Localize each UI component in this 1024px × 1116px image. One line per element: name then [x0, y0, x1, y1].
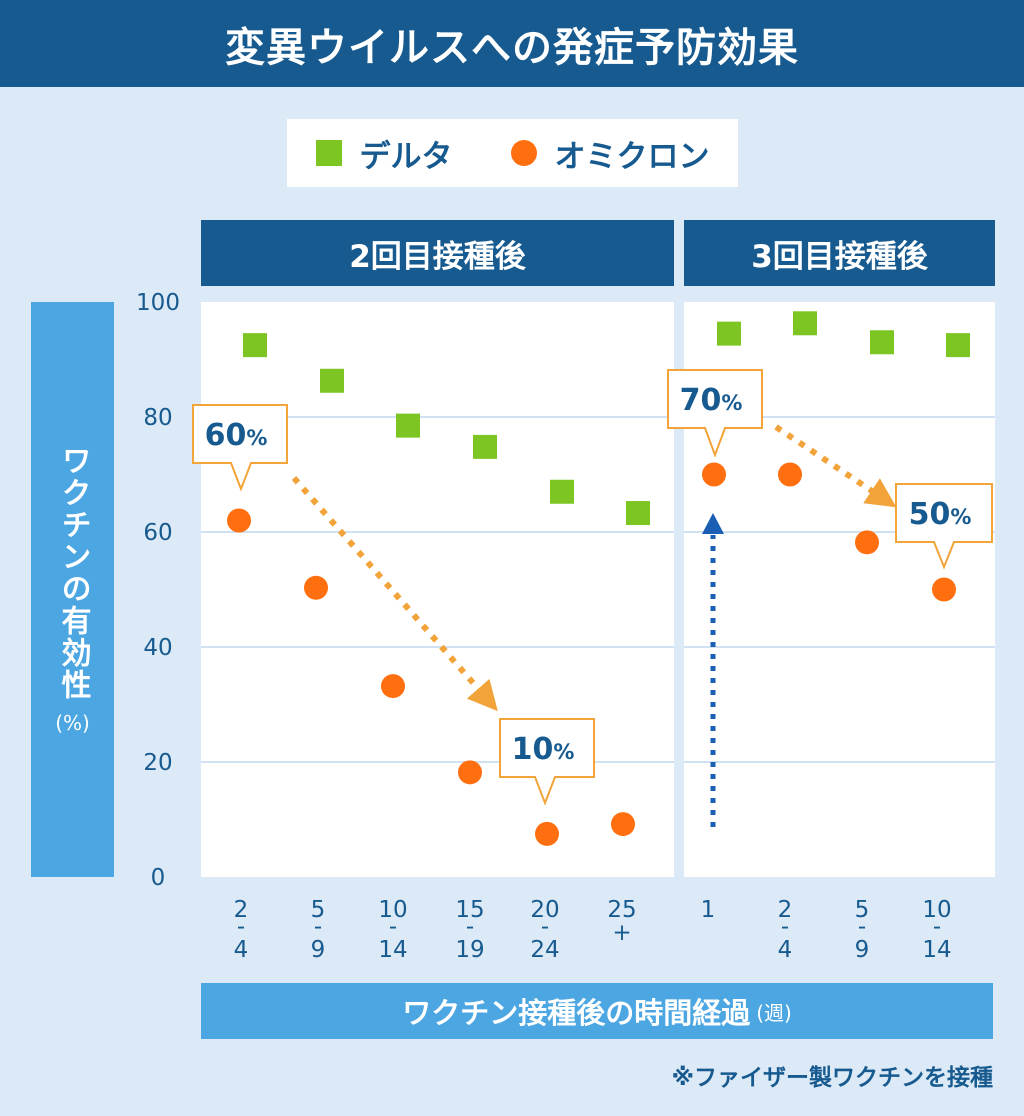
x-tick-label: 4	[778, 937, 793, 963]
delta-point	[473, 434, 497, 459]
x-tick-label: 10	[378, 897, 407, 923]
x-tick-label: 4	[234, 937, 249, 963]
x-tick-label: -	[858, 914, 866, 940]
delta-point	[243, 333, 267, 358]
delta-point	[946, 333, 970, 358]
delta-point	[626, 501, 650, 526]
delta-point	[550, 479, 574, 504]
legend-label-delta: デルタ	[359, 138, 453, 175]
y-tick-label: 20	[143, 750, 172, 776]
x-tick-label: 1	[701, 897, 716, 923]
omicron-point	[535, 821, 559, 846]
legend: デルタ オミクロン	[287, 119, 738, 187]
x-tick-label: 2	[234, 897, 249, 923]
y-axis-label: ワクチンの有効性	[55, 444, 91, 701]
callout-label: 60%	[205, 418, 268, 453]
x-axis-label-box: ワクチン接種後の時間経過 (週)	[201, 983, 993, 1039]
x-tick-label: -	[933, 914, 941, 940]
x-tick-label: 25	[607, 897, 636, 923]
y-tick-label: 0	[151, 865, 166, 891]
delta-square-marker	[315, 140, 342, 166]
delta-point	[320, 368, 344, 393]
x-tick-label: 2	[778, 897, 793, 923]
callout-box	[499, 718, 595, 806]
plot-area-0	[201, 302, 674, 877]
x-tick-label: 9	[311, 937, 326, 963]
omicron-point	[227, 508, 251, 533]
omicron-point	[381, 674, 405, 699]
x-tick-label: -	[466, 914, 474, 940]
delta-point	[396, 413, 420, 438]
footnote: ※ファイザー製ワクチンを接種	[671, 1065, 993, 1091]
delta-point	[793, 311, 817, 336]
x-axis-unit: (週)	[756, 1000, 792, 1025]
x-tick-label: -	[781, 914, 789, 940]
y-axis-unit: (%)	[55, 710, 90, 735]
x-tick-label: 14	[378, 937, 407, 963]
legend-label-omicron: オミクロン	[554, 138, 710, 175]
callout-label: 50%	[909, 497, 972, 532]
omicron-point	[611, 812, 635, 837]
delta-point	[717, 321, 741, 346]
x-tick-label: 5	[855, 897, 870, 923]
omicron-point	[458, 760, 482, 785]
y-tick-label: 40	[143, 635, 172, 661]
omicron-point	[702, 462, 726, 487]
x-tick-label: 19	[455, 937, 484, 963]
panel-header-second-dose: 2回目接種後	[201, 220, 674, 286]
x-tick-label: -	[314, 914, 322, 940]
x-tick-label: 20	[530, 897, 559, 923]
legend-item-delta: デルタ	[315, 131, 453, 176]
omicron-point	[932, 577, 956, 602]
x-tick-label: -	[541, 914, 549, 940]
x-axis-label: ワクチン接種後の時間経過	[402, 996, 751, 1030]
callout-label: 10%	[512, 732, 575, 767]
callout-box	[192, 404, 288, 492]
x-tick-label: 24	[530, 937, 559, 963]
x-tick-label: -	[389, 914, 397, 940]
callout-label: 70%	[680, 383, 743, 418]
callout-box	[895, 483, 993, 570]
legend-item-omicron: オミクロン	[510, 131, 710, 176]
omicron-point	[304, 575, 328, 600]
callout-box	[667, 369, 763, 458]
boost-arrowhead	[702, 513, 724, 534]
x-tick-label: 15	[455, 897, 484, 923]
y-tick-label: 60	[143, 520, 172, 546]
x-tick-label: 5	[311, 897, 326, 923]
x-tick-label: +	[612, 920, 631, 946]
x-tick-label: 9	[855, 937, 870, 963]
omicron-point	[778, 462, 802, 487]
y-tick-label: 100	[136, 290, 180, 316]
y-tick-label: 80	[143, 405, 172, 431]
panel-header-third-dose: 3回目接種後	[684, 220, 995, 286]
omicron-circle-marker	[510, 140, 537, 166]
x-tick-label: 10	[922, 897, 951, 923]
y-axis-label-box: ワクチンの有効性 (%)	[31, 302, 114, 877]
x-tick-label: 14	[922, 937, 951, 963]
chart-title: 変異ウイルスへの発症予防効果	[0, 0, 1024, 87]
delta-point	[870, 330, 894, 355]
x-tick-label: -	[237, 914, 245, 940]
omicron-point	[855, 530, 879, 555]
